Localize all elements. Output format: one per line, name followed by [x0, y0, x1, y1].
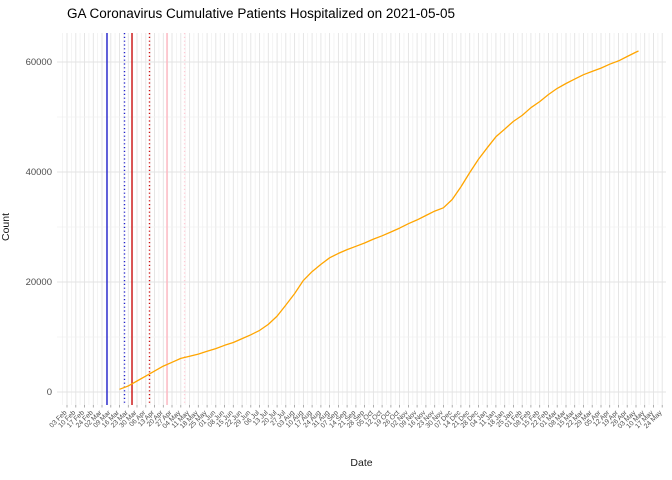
y-axis-tick-labels: 0 20000 40000 60000	[26, 57, 52, 398]
svg-text:40000: 40000	[26, 167, 52, 178]
svg-text:20000: 20000	[26, 277, 52, 288]
svg-text:60000: 60000	[26, 57, 52, 68]
vertical-gridlines	[62, 33, 663, 405]
x-axis-title: Date	[350, 457, 373, 469]
chart-title: GA Coronavirus Cumulative Patients Hospi…	[67, 6, 455, 21]
y-axis-title: Count	[0, 212, 12, 242]
horizontal-gridlines	[57, 61, 666, 393]
event-vlines	[106, 33, 186, 405]
series-cumulative-hospitalized-line	[119, 50, 639, 390]
svg-text:0: 0	[47, 387, 52, 398]
